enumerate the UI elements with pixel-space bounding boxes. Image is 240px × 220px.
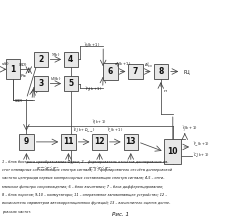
FancyBboxPatch shape [124, 134, 138, 150]
Text: мальные фильтры сопровождения; 6 – блок вычитания; 7 – блок дифференцирования;: мальные фильтры сопровождения; 6 – блок … [2, 185, 163, 189]
FancyBboxPatch shape [64, 76, 78, 91]
Text: 3: 3 [38, 79, 43, 88]
Text: $\Delta\hat{f}_{\text{ол}}$: $\Delta\hat{f}_{\text{ол}}$ [144, 62, 153, 70]
Text: $\hat{F}_0(k+1)$: $\hat{F}_0(k+1)$ [107, 127, 123, 135]
FancyBboxPatch shape [154, 64, 168, 79]
Text: 9: 9 [24, 138, 29, 146]
Text: $\hat{F}_m(k+1)$: $\hat{F}_m(k+1)$ [193, 141, 210, 149]
Text: 11: 11 [63, 138, 74, 146]
Text: 13: 13 [126, 138, 136, 146]
Text: 2: 2 [38, 55, 43, 64]
FancyBboxPatch shape [164, 139, 181, 165]
Text: 1 – блок быстрого преобразования Фурье; 2 – формирователь отсчётов доплеровских : 1 – блок быстрого преобразования Фурье; … [2, 160, 168, 163]
Text: вычислитель параметров автокорреляционных функций; 13 – вычислитель оценок допле: вычислитель параметров автокорреляционны… [2, 201, 170, 205]
FancyBboxPatch shape [34, 76, 48, 91]
Text: Рис. 1: Рис. 1 [112, 212, 128, 217]
Text: 10: 10 [168, 147, 178, 156]
Text: $P_{\text{ко}}$: $P_{\text{ко}}$ [20, 73, 28, 80]
Text: $\hat{F}_0(k+1)$: $\hat{F}_0(k+1)$ [84, 86, 102, 94]
Text: $d_p^s(k+1)$: $d_p^s(k+1)$ [114, 61, 132, 71]
Text: 4: 4 [68, 55, 73, 64]
Text: 6: 6 [108, 67, 113, 76]
Text: $п$: $п$ [163, 88, 168, 94]
Text: $V_0(k)$: $V_0(k)$ [50, 75, 61, 82]
Text: $\hat{C}_p(k+1)$: $\hat{C}_p(k+1)$ [193, 151, 209, 159]
FancyBboxPatch shape [19, 134, 34, 150]
FancyBboxPatch shape [6, 59, 20, 79]
Text: 12: 12 [94, 138, 105, 146]
Text: $\hat{f}_j(k+1)$: $\hat{f}_j(k+1)$ [182, 124, 198, 134]
Text: $g^{p\to q};g^{p1};g^{p2}$: $g^{p\to q};g^{p1};g^{p2}$ [36, 165, 59, 173]
Text: 8 – блок порогов; 9,10 – коммутаторы; 11 – оперативное запоминающее устройство; : 8 – блок порогов; 9,10 – коммутаторы; 11… [2, 193, 167, 197]
FancyBboxPatch shape [61, 134, 76, 150]
Text: $Y(k)$: $Y(k)$ [51, 51, 60, 58]
Text: $S(D)$: $S(D)$ [18, 61, 28, 68]
Text: $g^{p\to q};g^{p1};g^{p2}$: $g^{p\to q};g^{p1};g^{p2}$ [88, 165, 111, 173]
Text: стот планарных составляющих спектра сигнала; 3 – формирователь отсчёта доплеровс: стот планарных составляющих спектра сигн… [2, 168, 172, 172]
Text: $\hat{E}_0(k+\Omega_{\max})$: $\hat{E}_0(k+\Omega_{\max})$ [73, 127, 95, 135]
Text: РЦ: РЦ [184, 69, 190, 74]
Text: 7: 7 [133, 67, 138, 76]
Text: $S(D)$: $S(D)$ [14, 97, 24, 104]
Text: частоты центроида первых компрессорных составляющих спектра сигнала; 4,5 – опти-: частоты центроида первых компрессорных с… [2, 176, 164, 180]
Text: 8: 8 [158, 67, 163, 76]
FancyBboxPatch shape [103, 63, 118, 80]
FancyBboxPatch shape [92, 134, 107, 150]
Text: 1: 1 [11, 65, 16, 74]
Text: $\hat{f}_j(k+1)$: $\hat{f}_j(k+1)$ [92, 118, 107, 126]
FancyBboxPatch shape [128, 64, 143, 79]
Text: ровских частот.: ровских частот. [2, 210, 31, 214]
Text: 5: 5 [68, 79, 73, 88]
FancyBboxPatch shape [34, 52, 48, 67]
Text: $\hat{f}_0(k+1)$: $\hat{f}_0(k+1)$ [84, 42, 100, 50]
Text: $s(t)$: $s(t)$ [1, 60, 10, 67]
FancyBboxPatch shape [64, 52, 78, 67]
